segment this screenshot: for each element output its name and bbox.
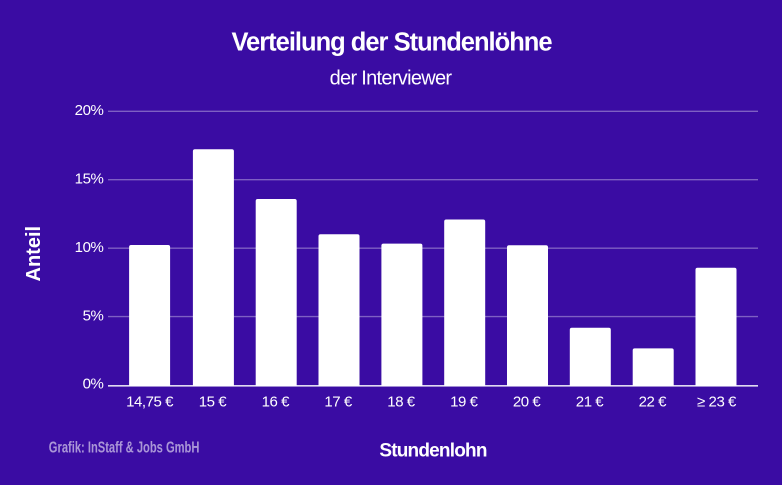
svg-text:Grafik: InStaff & Jobs GmbH: Grafik: InStaff & Jobs GmbH (49, 439, 200, 456)
svg-text:22 €: 22 € (639, 394, 668, 411)
svg-text:20%: 20% (75, 102, 104, 119)
svg-text:der Interviewer: der Interviewer (330, 68, 453, 90)
svg-text:21 €: 21 € (576, 394, 605, 411)
svg-text:15%: 15% (75, 170, 104, 187)
svg-text:10%: 10% (75, 239, 104, 256)
svg-text:16 €: 16 € (262, 394, 291, 411)
svg-text:20 €: 20 € (513, 394, 542, 411)
svg-text:18 €: 18 € (387, 394, 416, 411)
svg-text:Anteil: Anteil (23, 226, 45, 282)
svg-text:0%: 0% (83, 376, 104, 393)
svg-text:5%: 5% (83, 307, 104, 324)
svg-text:15 €: 15 € (199, 394, 228, 411)
svg-text:17 €: 17 € (324, 394, 353, 411)
svg-text:Stundenlohn: Stundenlohn (379, 441, 486, 462)
svg-text:19 €: 19 € (450, 394, 479, 411)
svg-text:Verteilung der Stundenlöhne: Verteilung der Stundenlöhne (231, 29, 552, 57)
svg-text:≥ 23 €: ≥ 23 € (697, 394, 737, 411)
svg-text:14,75 €: 14,75 € (126, 394, 174, 411)
